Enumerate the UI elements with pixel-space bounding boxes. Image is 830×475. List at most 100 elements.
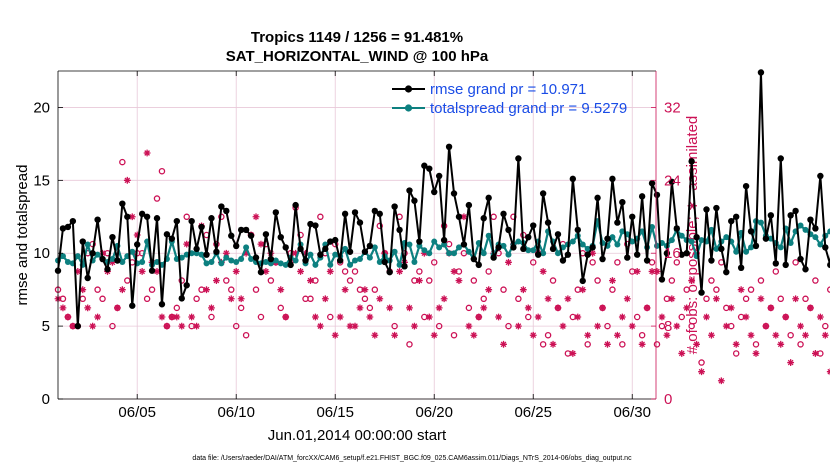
totalspread-point <box>307 251 314 258</box>
x-tick-label: 06/15 <box>316 404 354 421</box>
y-axis-right-label: # of obs: o=possible; ∗=assimilated <box>684 116 701 355</box>
obs-possible-point <box>500 286 507 293</box>
rmse-point <box>797 255 804 263</box>
totalspread-point <box>272 257 279 264</box>
rmse-point <box>272 209 280 216</box>
obs-possible-point <box>490 213 497 221</box>
obs-assimilated-markers <box>54 149 830 385</box>
obs-assimilated-point <box>708 331 715 339</box>
rmse-point <box>312 222 319 229</box>
rmse-point <box>539 190 547 197</box>
totalspread-point <box>332 251 339 258</box>
totalspread-point <box>668 237 675 244</box>
obs-assimilated-point <box>455 277 463 284</box>
rmse-point <box>520 245 527 253</box>
obs-assimilated-point <box>168 313 176 321</box>
rmse-point <box>134 241 141 248</box>
obs-possible-point <box>143 295 151 303</box>
y-right-tick-label: 0 <box>664 391 672 408</box>
totalspread-point <box>629 238 636 245</box>
obs-assimilated-point <box>821 331 829 339</box>
obs-assimilated-point <box>94 313 102 321</box>
x-axis-label: Jun.01,2014 00:00:00 start <box>268 427 447 444</box>
rmse-point <box>569 175 577 183</box>
obs-possible-point <box>544 331 552 339</box>
totalspread-point <box>327 261 334 268</box>
rmse-point <box>124 213 131 220</box>
y-left-tick-label: 15 <box>33 172 50 189</box>
rmse-point <box>257 268 265 276</box>
rmse-point <box>643 257 651 264</box>
obs-assimilated-point <box>415 277 423 284</box>
obs-possible-point <box>584 341 591 348</box>
totalspread-point <box>713 245 720 252</box>
rmse-point <box>718 245 725 253</box>
obs-assimilated-point <box>599 304 606 312</box>
obs-possible-point <box>698 359 705 366</box>
totalspread-point <box>678 232 685 239</box>
rmse-point <box>475 261 482 269</box>
totalspread-point <box>198 251 205 258</box>
totalspread-point <box>119 258 126 265</box>
totalspread-point <box>584 245 591 252</box>
rmse-point <box>554 231 562 238</box>
obs-assimilated-point <box>594 322 601 330</box>
rmse-point <box>455 213 463 220</box>
obs-assimilated-point <box>128 213 136 221</box>
obs-assimilated-point <box>222 249 230 257</box>
totalspread-point <box>84 241 91 248</box>
totalspread-point <box>723 234 730 241</box>
totalspread-point <box>94 251 101 258</box>
rmse-point <box>178 295 185 302</box>
obs-possible-point <box>366 304 374 312</box>
rmse-point <box>218 203 225 210</box>
obs-assimilated-point <box>500 340 507 348</box>
rmse-point <box>336 257 344 264</box>
rmse-point <box>589 244 596 251</box>
totalspread-point <box>391 248 398 255</box>
obs-assimilated-point <box>203 286 210 294</box>
obs-possible-point <box>752 341 760 348</box>
obs-possible-point <box>505 322 512 330</box>
rmse-point <box>143 213 151 220</box>
obs-assimilated-point <box>638 340 646 348</box>
obs-assimilated-point <box>727 304 735 312</box>
obs-possible-point <box>673 259 681 266</box>
legend-label: rmse grand pr = 10.971 <box>430 81 586 98</box>
totalspread-point <box>455 244 462 251</box>
rmse-point <box>579 277 586 285</box>
obs-possible-point <box>688 322 695 330</box>
rmse-point <box>633 251 641 258</box>
obs-possible-point <box>416 268 423 275</box>
totalspread-point <box>609 234 616 241</box>
totalspread-point <box>64 258 71 265</box>
obs-assimilated-point <box>79 286 87 294</box>
obs-possible-point <box>485 268 492 275</box>
rmse-point <box>148 267 156 274</box>
legend: rmse grand pr = 10.971 totalspread grand … <box>392 81 627 117</box>
legend-label: totalspread grand pr = 9.5279 <box>430 100 627 117</box>
obs-assimilated-point <box>366 313 374 321</box>
totalspread-point <box>708 226 715 233</box>
obs-assimilated-point <box>539 268 547 275</box>
totalspread-point <box>579 241 586 248</box>
x-tick-label: 06/05 <box>118 404 156 421</box>
obs-possible-point <box>445 240 453 248</box>
totalspread-point <box>653 242 660 249</box>
obs-assimilated-point <box>178 322 186 330</box>
rmse-point <box>317 251 324 258</box>
obs-assimilated-point <box>609 277 616 284</box>
totalspread-point <box>554 250 561 257</box>
obs-possible-point <box>430 259 438 266</box>
obs-possible-point <box>480 295 487 303</box>
totalspread-point <box>465 248 472 255</box>
rmse-point <box>460 241 468 248</box>
rmse-point <box>485 194 492 202</box>
obs-assimilated-point <box>757 295 765 303</box>
rmse-point <box>614 219 621 226</box>
obs-possible-point <box>124 277 131 284</box>
obs-assimilated-point <box>341 286 349 294</box>
obs-possible-point <box>742 295 750 303</box>
rmse-point <box>188 217 195 225</box>
obs-possible-point <box>391 322 398 330</box>
